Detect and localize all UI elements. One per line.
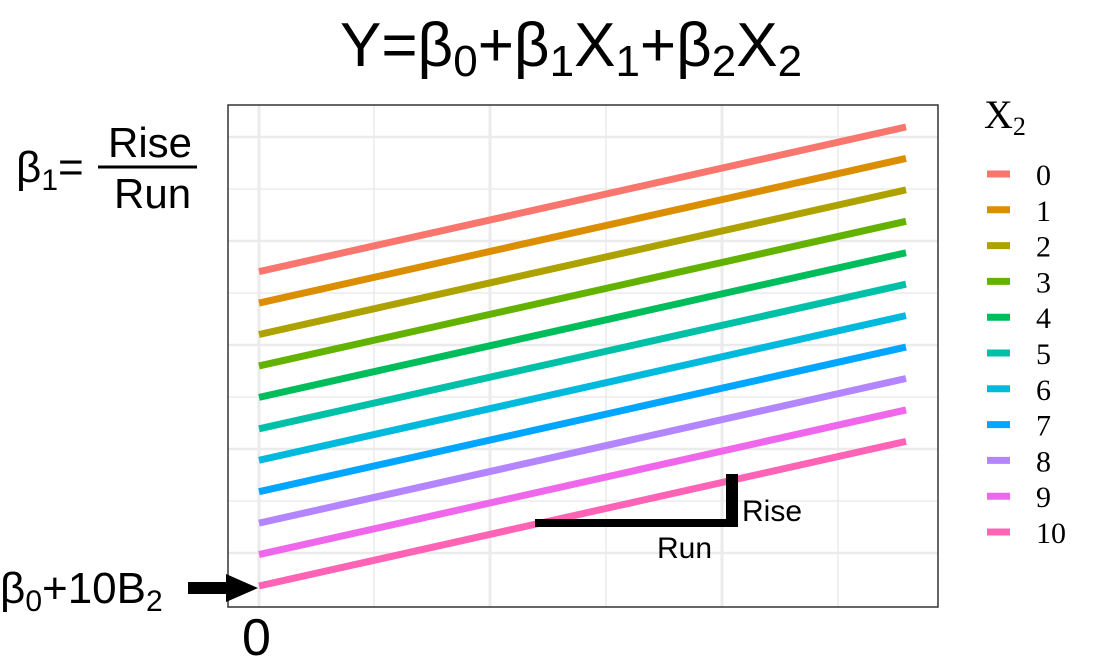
slope-annotation: β1= Rise Run (16, 119, 197, 217)
legend-label-1: 1 (1036, 195, 1051, 228)
legend-title: X2 (984, 92, 1026, 141)
series-line-x2-8 (258, 375, 907, 527)
series-line-x2-3 (258, 217, 907, 370)
series-line-x2-10 (258, 437, 907, 590)
series-line-x2-2 (258, 186, 907, 338)
intercept-label: β0+10B2 (0, 564, 163, 618)
intercept-annotation: β0+10B2 (0, 564, 258, 618)
series-line-x2-7 (258, 343, 907, 496)
slope-beta-label: β1= (16, 143, 84, 197)
x-tick-label: 0 (242, 609, 271, 658)
series-line-x2-5 (258, 280, 907, 433)
legend-label-10: 10 (1036, 517, 1066, 550)
legend-label-8: 8 (1036, 445, 1051, 478)
legend-label-2: 2 (1036, 231, 1051, 264)
legend-label-5: 5 (1036, 338, 1051, 371)
slope-numerator: Rise (108, 119, 192, 166)
plot-panel-border (227, 104, 939, 608)
legend-label-7: 7 (1036, 410, 1051, 443)
rise-run-triangle: Rise Run (535, 474, 802, 565)
series-lines (258, 123, 907, 590)
series-line-x2-0 (258, 123, 907, 276)
run-label: Run (657, 532, 712, 565)
series-line-x2-6 (258, 312, 907, 464)
series-line-x2-1 (258, 155, 907, 307)
slope-denominator: Run (114, 170, 191, 217)
legend-label-3: 3 (1036, 266, 1051, 299)
series-line-x2-4 (258, 249, 907, 401)
chart-title: Y=β0+β1X1+β2X2 (340, 11, 802, 86)
legend-label-6: 6 (1036, 374, 1051, 407)
rise-label: Rise (742, 495, 802, 528)
series-line-x2-9 (258, 406, 907, 558)
legend-label-0: 0 (1036, 159, 1051, 192)
intercept-arrow-icon (188, 574, 258, 602)
legend-label-9: 9 (1036, 481, 1051, 514)
legend-label-4: 4 (1036, 302, 1051, 335)
